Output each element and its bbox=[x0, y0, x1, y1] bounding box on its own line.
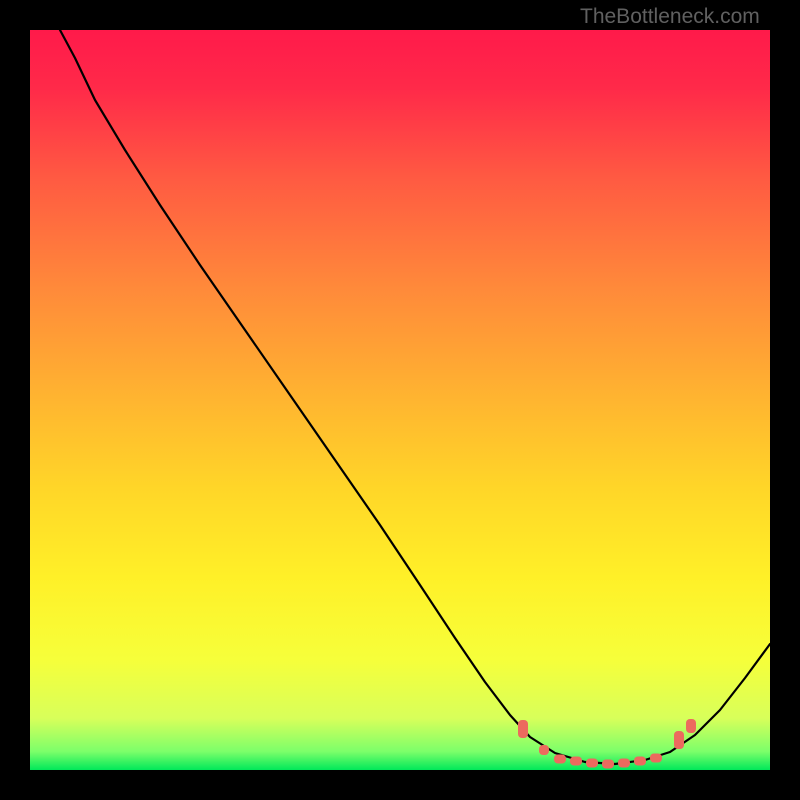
curve-marker bbox=[674, 731, 684, 749]
plot-area bbox=[30, 30, 770, 770]
curve-marker bbox=[602, 760, 614, 769]
curve-marker bbox=[650, 754, 662, 763]
curve-marker bbox=[539, 745, 549, 755]
curve-marker bbox=[570, 757, 582, 766]
curve-marker bbox=[554, 755, 566, 764]
curve-marker bbox=[618, 759, 630, 768]
marker-group bbox=[518, 719, 696, 769]
curve-marker bbox=[518, 720, 528, 738]
curve-layer bbox=[30, 30, 770, 770]
attribution-label: TheBottleneck.com bbox=[580, 5, 760, 29]
curve-marker bbox=[586, 759, 598, 768]
curve-marker bbox=[634, 757, 646, 766]
curve-marker bbox=[686, 719, 696, 733]
bottleneck-curve bbox=[60, 30, 770, 764]
